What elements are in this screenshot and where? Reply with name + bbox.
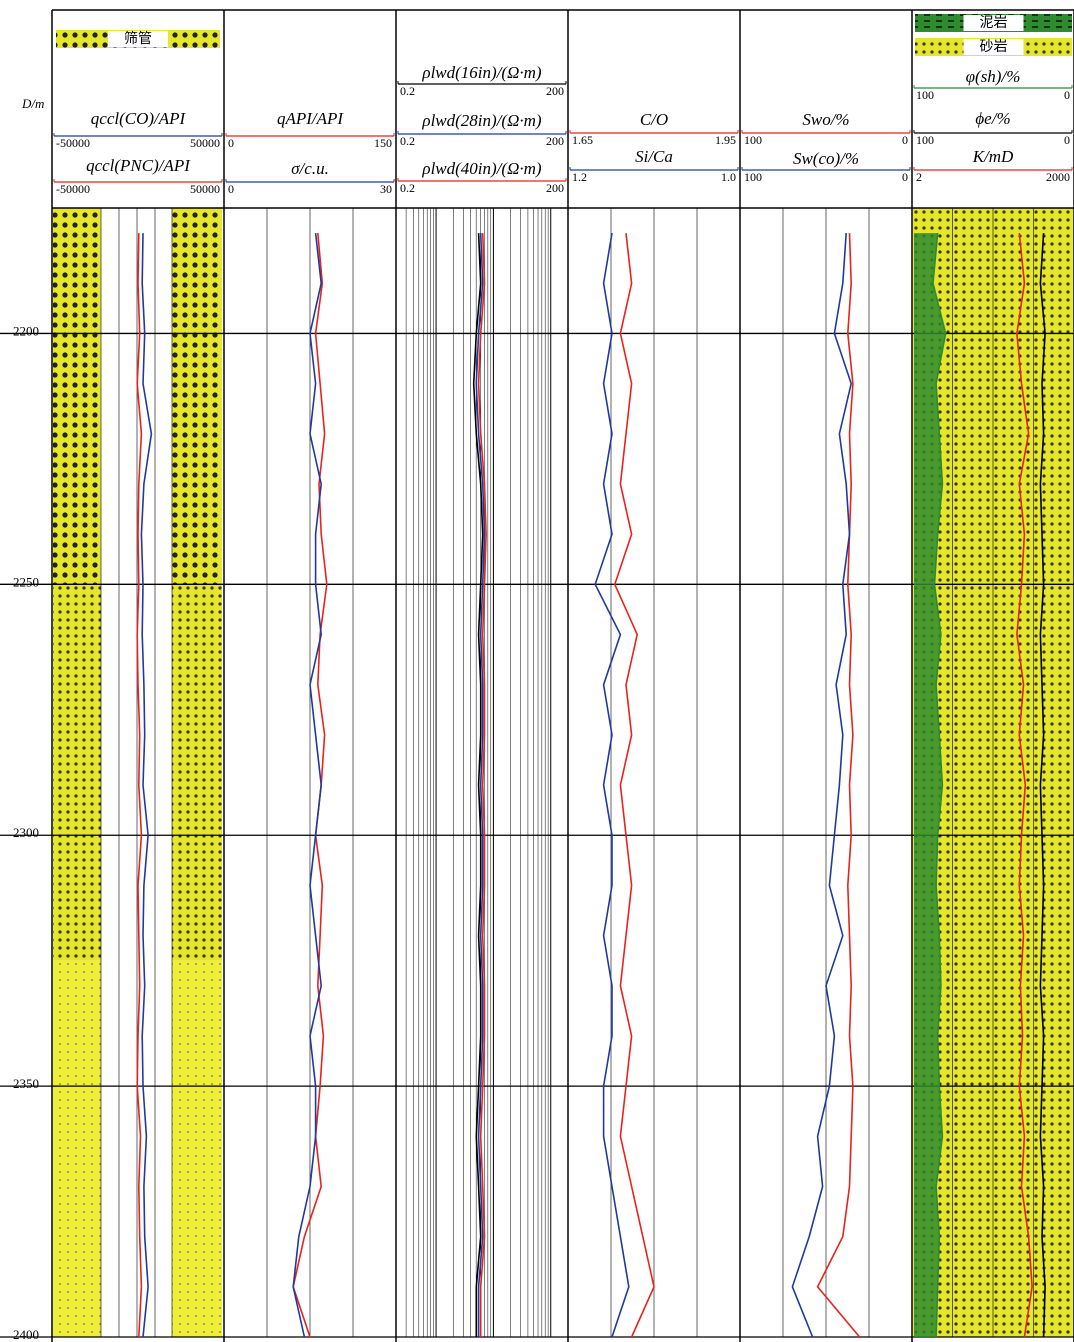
series-label: qccl(PNC)/API [86, 156, 191, 175]
scale-label: 30 [380, 182, 392, 196]
series-label: qccl(CO)/API [91, 109, 187, 128]
series-label: Si/Ca [635, 147, 673, 166]
scale-label: -50000 [56, 136, 90, 150]
log-curve [791, 233, 853, 1338]
scale-label: 0.2 [400, 181, 415, 195]
scale-label: 100 [916, 88, 934, 102]
series-label: φ(sh)/% [966, 67, 1021, 86]
scale-label: 0 [1064, 88, 1070, 102]
scale-label: 2000 [1046, 170, 1070, 184]
scale-label: 1.2 [572, 170, 587, 184]
scale-label: 150 [374, 136, 392, 150]
series-label: Sw(co)/% [793, 149, 859, 168]
series-label: ρlwd(28in)/(Ω·m) [421, 111, 541, 130]
scale-label: 0.2 [400, 84, 415, 98]
scale-label: 50000 [190, 136, 220, 150]
shale-area [914, 233, 946, 1338]
y-tick-label: 2200 [13, 323, 39, 338]
scale-label: 100 [744, 170, 762, 184]
legend-label: 筛管 [124, 31, 152, 47]
series-label: ρlwd(40in)/(Ω·m) [421, 159, 541, 178]
y-tick-label: 2250 [13, 574, 39, 589]
legend-label-box [108, 31, 168, 47]
log-curve [472, 233, 484, 1337]
scale-label: 0.2 [400, 134, 415, 148]
y-tick-label: 2400 [13, 1327, 39, 1342]
series-label: σ/c.u. [291, 159, 329, 178]
scale-label: 1.95 [715, 133, 736, 147]
series-label: Swo/% [802, 110, 849, 129]
log-curve [613, 233, 655, 1338]
y-tick-label: 2300 [13, 825, 39, 840]
legend-label: 泥岩 [980, 15, 1008, 31]
log-curve [136, 233, 143, 1338]
log-curve [140, 233, 153, 1338]
log-curve [1016, 233, 1033, 1338]
series-label: ρlwd(16in)/(Ω·m) [421, 63, 541, 82]
scale-label: 100 [744, 133, 762, 147]
log-curve [816, 233, 861, 1338]
log-curve [594, 232, 630, 1338]
y-tick-label: 2350 [13, 1076, 39, 1091]
scale-label: 0 [902, 170, 908, 184]
scale-label: 0 [902, 133, 908, 147]
scale-label: 200 [546, 134, 564, 148]
series-label: ϕe/% [975, 109, 1010, 128]
lith-column [172, 208, 222, 585]
scale-label: 1.65 [572, 133, 593, 147]
scale-label: 100 [916, 133, 934, 147]
log-curve [932, 233, 947, 1338]
log-curve [292, 233, 323, 1338]
scale-label: 50000 [190, 182, 220, 196]
scale-label: 200 [546, 181, 564, 195]
legend-label-box [963, 15, 1024, 31]
legend-label: 砂岩 [980, 39, 1008, 55]
log-curve [477, 233, 487, 1337]
legend-label-box [963, 39, 1024, 55]
series-label: K/mD [972, 147, 1014, 166]
scale-label: -50000 [56, 182, 90, 196]
series-label: C/O [640, 110, 668, 129]
series-label: qAPI/API [277, 109, 344, 128]
log-curve [475, 233, 486, 1337]
scale-label: 0 [228, 136, 234, 150]
lith-column [53, 208, 101, 585]
depth-label: D/m [21, 96, 44, 111]
scale-label: 200 [546, 84, 564, 98]
log-curve [1039, 233, 1046, 1338]
scale-label: 0 [228, 182, 234, 196]
lith-column [172, 584, 222, 961]
lith-column [172, 960, 222, 1337]
scale-label: 0 [1064, 133, 1070, 147]
lith-column [53, 960, 101, 1337]
scale-label: 2 [916, 170, 922, 184]
lith-column [53, 584, 101, 961]
scale-label: 1.0 [721, 170, 736, 184]
